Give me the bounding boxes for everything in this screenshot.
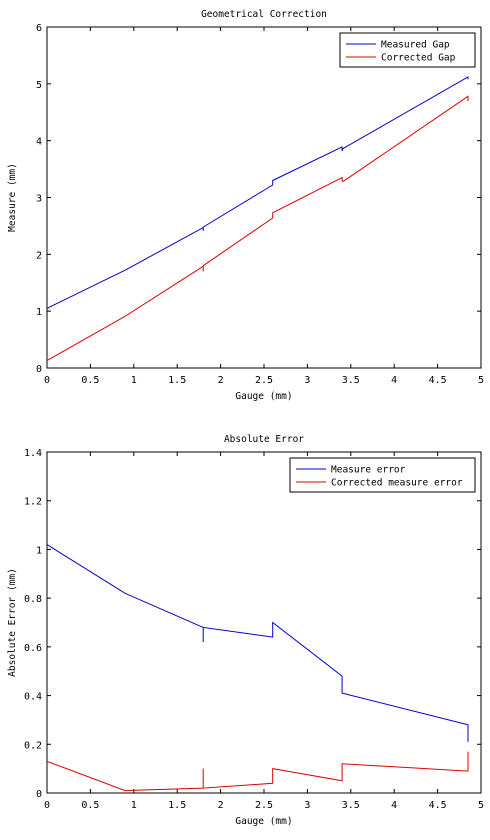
y-tick-label: 1.4 xyxy=(24,448,42,459)
x-tick-label: 3.5 xyxy=(342,800,360,811)
legend-box xyxy=(339,32,476,68)
series-line-1 xyxy=(46,95,469,362)
x-tick-label: 5 xyxy=(478,800,484,811)
y-tick-label: 2 xyxy=(36,250,42,261)
legend-entry: Corrected Gap xyxy=(381,53,456,64)
y-tick-label: 0.6 xyxy=(24,643,42,654)
y-tick-label: 0 xyxy=(36,789,42,800)
y-tick-label: 4 xyxy=(36,137,42,148)
x-tick-label: 4.5 xyxy=(429,800,447,811)
series-line-0 xyxy=(46,544,469,742)
y-tick-label: 6 xyxy=(36,23,42,34)
y-tick-label: 1 xyxy=(36,545,42,556)
x-tick-label: 0 xyxy=(44,375,50,386)
y-tick-label: 0 xyxy=(36,364,42,375)
x-axis-label: Gauge (mm) xyxy=(235,391,292,402)
x-tick-label: 4 xyxy=(391,800,397,811)
chart-title: Absolute Error xyxy=(224,434,304,445)
y-tick-label: 0.8 xyxy=(24,594,42,605)
x-axis-label: Gauge (mm) xyxy=(235,816,292,827)
y-tick-label: 0.4 xyxy=(24,692,42,703)
x-tick-label: 4 xyxy=(391,375,397,386)
x-tick-label: 3 xyxy=(304,375,310,386)
x-tick-label: 1.5 xyxy=(168,375,186,386)
legend: Measured Gap Corrected Gap xyxy=(339,32,476,68)
x-tick-label: 0.5 xyxy=(81,800,99,811)
x-tick-label: 0.5 xyxy=(81,375,99,386)
x-tick-label: 2.5 xyxy=(255,375,273,386)
y-tick-label: 3 xyxy=(36,194,42,205)
y-axis-label: Measure (mm) xyxy=(7,163,18,232)
y-tick-label: 1.2 xyxy=(24,497,42,508)
x-tick-label: 5 xyxy=(478,375,484,386)
series-line-0 xyxy=(46,76,469,309)
x-tick-label: 4.5 xyxy=(429,375,447,386)
x-tick-label: 2 xyxy=(218,800,224,811)
y-tick-label: 0.2 xyxy=(24,740,42,751)
absolute-error-chart: Absolute Error 0 0.5 1 1.5 2 2.5 3 3.5 4 4.5 5 0 0.2 0… xyxy=(7,434,484,827)
y-axis-label: Absolute Error (mm) xyxy=(7,568,18,677)
x-tick-label: 0 xyxy=(44,800,50,811)
series-line-1 xyxy=(46,751,469,792)
legend-entry: Corrected measure error xyxy=(331,478,463,489)
y-tick-label: 1 xyxy=(36,307,42,318)
plot-frame xyxy=(46,451,482,794)
x-tick-label: 3 xyxy=(304,800,310,811)
x-tick-label: 2 xyxy=(218,375,224,386)
x-tick-label: 3.5 xyxy=(342,375,360,386)
x-tick-label: 1.5 xyxy=(168,800,186,811)
legend-box xyxy=(289,457,476,493)
plot-frame xyxy=(46,26,482,369)
y-tick-label: 5 xyxy=(36,80,42,91)
x-tick-label: 1 xyxy=(131,800,137,811)
legend: Measure error Corrected measure error xyxy=(289,457,476,493)
chart-title: Geometrical Correction xyxy=(201,9,327,20)
x-tick-label: 2.5 xyxy=(255,800,273,811)
x-tick-label: 1 xyxy=(131,375,137,386)
legend-entry: Measure error xyxy=(331,465,406,476)
geometrical-correction-chart: Geometrical Correction 0 0.5 1 1.5 2 2.5 3 3.5 4 4… xyxy=(7,9,484,402)
legend-entry: Measured Gap xyxy=(381,40,450,51)
